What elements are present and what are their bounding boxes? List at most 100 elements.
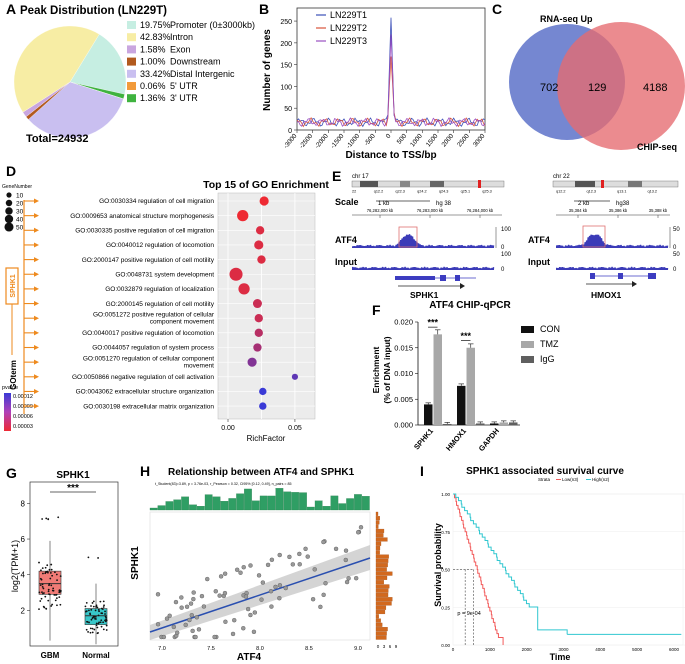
scatter-side-hist-bar <box>375 520 380 525</box>
box-point <box>54 599 57 602</box>
pie-legend-swatch <box>127 57 136 66</box>
scatter-top-hist-bar <box>299 492 307 511</box>
box-point <box>49 572 52 574</box>
qpcr-ytick-label: 0.000 <box>394 421 413 430</box>
pie-total: Total=24932 <box>26 133 88 145</box>
scatter-side-hist-bar <box>375 541 382 546</box>
qpcr-legend: CON TMZ IgG <box>521 324 560 364</box>
scatter-side-hist-bar <box>375 605 387 610</box>
e-left-track-input: Input <box>335 257 357 267</box>
go-dot <box>252 299 262 309</box>
box-point <box>41 592 44 595</box>
e-right-t1max: 50 <box>673 227 680 233</box>
e-right-chr: chr 22 <box>553 174 570 180</box>
e-right-gene-name: HMOX1 <box>591 290 622 300</box>
scatter-xtick-label: 7.0 <box>158 646 166 652</box>
survival-chart: 0.00 0.25 0.50 0.75 1.00 0 1000 2000 3000 4000 500… <box>441 477 685 652</box>
e-left-track-atf4: ATF4 <box>335 235 357 245</box>
box-point <box>100 625 103 628</box>
scatter-side-hist-bar <box>375 584 390 589</box>
qpcr-bar <box>509 422 518 425</box>
box-point <box>104 610 106 613</box>
scatter-top-hist-bar <box>361 496 370 511</box>
go-pvalue-colorbar <box>4 393 11 431</box>
pie-legend-pct: 42.83% <box>140 32 171 42</box>
pie-legend-swatch <box>127 69 136 78</box>
tss-series-line <box>296 17 486 128</box>
boxplot-chart: 2 4 6 8 GBM Normal *** <box>21 481 119 660</box>
go-xtick-label: 0.00 <box>221 425 235 432</box>
go-term-label-cont: movement <box>184 363 215 370</box>
scatter-point <box>297 551 302 557</box>
box-point <box>38 561 40 564</box>
box-point <box>95 618 97 620</box>
e-band-label: q12.3 <box>587 190 597 194</box>
box-point <box>102 621 105 624</box>
scatter-point <box>277 596 282 601</box>
scatter-xtick-label: 8.5 <box>305 646 313 652</box>
panel-label-e: E <box>332 168 341 184</box>
box-point <box>99 621 102 624</box>
scatter-point <box>323 581 328 586</box>
survival-curve <box>453 493 568 635</box>
pie-legend-pct: 1.00% <box>140 57 166 67</box>
go-term-label: GO:0050866 negative regulation of cell a… <box>72 374 214 381</box>
box-point <box>101 612 104 615</box>
survival-xtick-label: 6000 <box>669 647 680 652</box>
scatter-point <box>353 576 359 581</box>
box-point <box>103 604 105 607</box>
go-term-label: GO:2000145 regulation of cell motility <box>106 301 215 308</box>
e-left-ideogram <box>351 180 505 188</box>
scatter-top-hist-bar <box>236 493 244 511</box>
go-xticks: 0.00 0.05 <box>221 419 302 432</box>
scatter-hist-tick-label: 0 <box>377 644 380 649</box>
survival-ytick-label: 0.25 <box>441 605 450 610</box>
scatter-point <box>305 554 310 559</box>
qpcr-bar <box>424 404 433 425</box>
box-point <box>105 619 108 622</box>
box-point <box>44 566 47 569</box>
tss-xtick-label: -1500 <box>329 132 345 150</box>
scatter-point <box>277 583 283 588</box>
scatter-point <box>155 622 161 627</box>
e-coord-label: 35,388 kb <box>649 208 668 213</box>
go-term-label: GO:0030335 positive regulation of cell m… <box>75 228 214 235</box>
scatter-point <box>269 557 275 563</box>
survival-xtick-label: 0 <box>452 647 455 652</box>
box-category-label: Normal <box>82 651 110 660</box>
qpcr-bar <box>443 423 452 425</box>
box-point <box>38 591 41 594</box>
e-signal <box>556 234 669 248</box>
panel-label-b: B <box>259 1 269 17</box>
go-size-legend-label: 40 <box>16 217 24 224</box>
go-size-legend-label: 50 <box>16 225 24 232</box>
goterm-axis-label: GOterm <box>9 360 18 390</box>
scatter-point <box>283 585 288 591</box>
scatter-top-hist-bar <box>212 496 221 511</box>
box-point <box>91 627 94 630</box>
e-right-t2min: 0 <box>673 267 677 273</box>
e-band-label: 22 <box>352 190 356 194</box>
go-dot <box>237 210 249 222</box>
box-point <box>105 616 107 619</box>
box-point <box>90 605 92 607</box>
tss-ytick-label: 150 <box>280 63 292 70</box>
go-term-label: GO:0051270 regulation of cellular compon… <box>83 356 214 363</box>
box-point <box>85 628 88 631</box>
e-coord-label: 35,384 kb <box>569 208 588 213</box>
scatter-point <box>188 601 194 606</box>
box-point <box>95 622 98 625</box>
qpcr-title: ATF4 CHIP-qPCR <box>429 300 511 311</box>
e-right-t2max: 50 <box>673 252 680 258</box>
box-ylabel: log2(TPM+1) <box>10 540 20 592</box>
box-ytick-label: 4 <box>21 571 26 580</box>
tss-xlabel: Distance to TSS/bp <box>345 150 436 161</box>
scatter-top-hist-bar <box>196 506 205 511</box>
go-dot <box>255 226 265 235</box>
scatter-top-hist-bar <box>259 495 268 511</box>
survival-ytick-label: 1.00 <box>441 492 450 497</box>
box-point <box>97 608 100 611</box>
go-size-legend-label: 20 <box>16 201 24 208</box>
scatter-chart: 7.0 7.5 8.0 8.5 9.0 0 3 6 9 <box>149 488 398 652</box>
e-left-t2min: 0 <box>501 267 505 273</box>
